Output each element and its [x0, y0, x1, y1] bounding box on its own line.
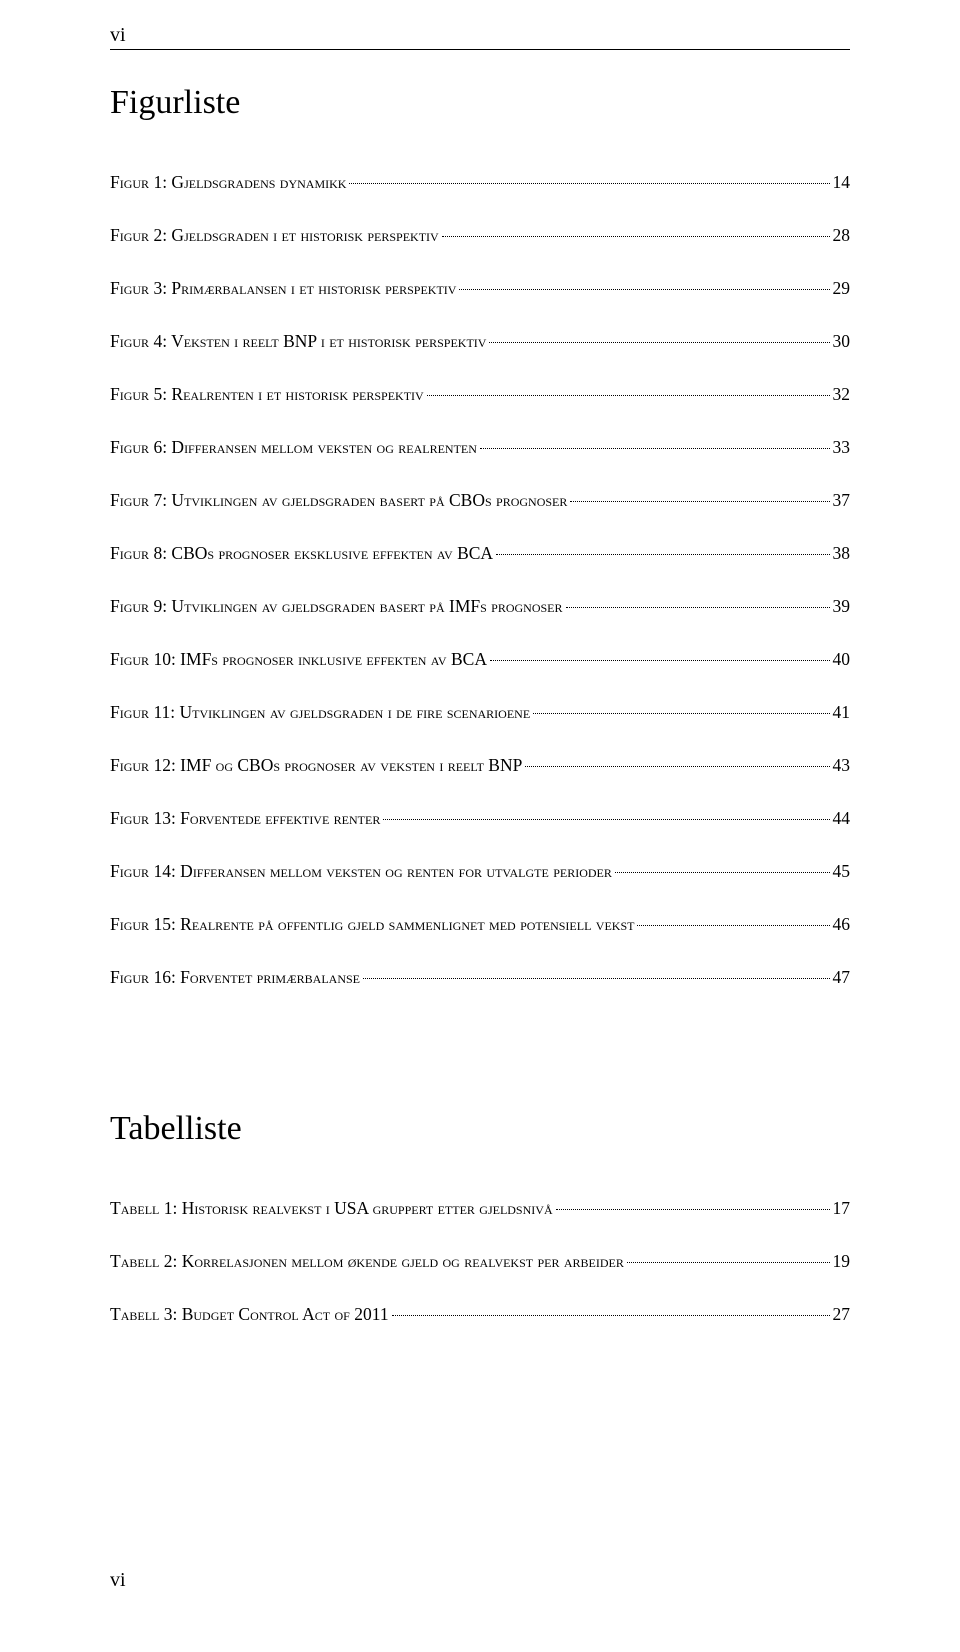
- figur-entry: Figur 7: Utviklingen av gjeldsgraden bas…: [110, 490, 850, 511]
- leader-dots: [556, 1209, 830, 1210]
- figur-entry: Figur 16: Forventet primærbalanse 47: [110, 967, 850, 988]
- figur-page: 43: [833, 755, 851, 776]
- tabell-entry: Tabell 1: Historisk realvekst i USA grup…: [110, 1198, 850, 1219]
- tabell-entry: Tabell 3: Budget Control Act of 2011 27: [110, 1304, 850, 1325]
- leader-dots: [442, 236, 830, 237]
- figur-entry: Figur 9: Utviklingen av gjeldsgraden bas…: [110, 596, 850, 617]
- figur-entry: Figur 12: IMF og CBOs prognoser av vekst…: [110, 755, 850, 776]
- header-rule: [110, 49, 850, 50]
- figur-entry: Figur 3: Primærbalansen i et historisk p…: [110, 278, 850, 299]
- leader-dots: [459, 289, 829, 290]
- figur-list: Figur 1: Gjeldsgradens dynamikk 14 Figur 2…: [110, 172, 850, 988]
- figur-label: Figur 2: Gjeldsgraden i et historisk per…: [110, 225, 439, 246]
- figur-page: 14: [833, 172, 851, 193]
- figur-label: Figur 16: Forventet primærbalanse: [110, 967, 360, 988]
- tabelliste-title: Tabelliste: [110, 1110, 850, 1148]
- figur-label: Figur 7: Utviklingen av gjeldsgraden bas…: [110, 490, 567, 511]
- leader-dots: [496, 554, 829, 555]
- leader-dots: [383, 819, 829, 820]
- figur-entry: Figur 4: Veksten i reelt BNP i et histor…: [110, 331, 850, 352]
- tabell-label: Tabell 1: Historisk realvekst i USA grup…: [110, 1198, 553, 1219]
- figurliste-title: Figurliste: [110, 84, 850, 122]
- figur-label: Figur 10: IMFs prognoser inklusive effek…: [110, 649, 487, 670]
- figur-page: 46: [833, 914, 851, 935]
- figur-page: 44: [833, 808, 851, 829]
- figur-label: Figur 5: Realrenten i et historisk persp…: [110, 384, 424, 405]
- tabell-page: 17: [833, 1198, 851, 1219]
- leader-dots: [566, 607, 830, 608]
- figur-entry: Figur 10: IMFs prognoser inklusive effek…: [110, 649, 850, 670]
- tabell-label: Tabell 3: Budget Control Act of 2011: [110, 1304, 389, 1325]
- figur-entry: Figur 13: Forventede effektive renter 44: [110, 808, 850, 829]
- leader-dots: [392, 1315, 830, 1316]
- leader-dots: [490, 660, 830, 661]
- leader-dots: [363, 978, 830, 979]
- tabell-list: Tabell 1: Historisk realvekst i USA grup…: [110, 1198, 850, 1325]
- figur-label: Figur 14: Differansen mellom veksten og …: [110, 861, 612, 882]
- leader-dots: [533, 713, 829, 714]
- figur-label: Figur 12: IMF og CBOs prognoser av vekst…: [110, 755, 522, 776]
- figur-entry: Figur 8: CBOs prognoser eksklusive effek…: [110, 543, 850, 564]
- figur-page: 30: [833, 331, 851, 352]
- leader-dots: [637, 925, 829, 926]
- figur-page: 33: [833, 437, 851, 458]
- section-spacer: [110, 1020, 850, 1110]
- figur-label: Figur 11: Utviklingen av gjeldsgraden i …: [110, 702, 530, 723]
- tabell-page: 27: [833, 1304, 851, 1325]
- figur-label: Figur 8: CBOs prognoser eksklusive effek…: [110, 543, 493, 564]
- leader-dots: [489, 342, 829, 343]
- figur-label: Figur 3: Primærbalansen i et historisk p…: [110, 278, 456, 299]
- figur-page: 32: [833, 384, 851, 405]
- figur-entry: Figur 1: Gjeldsgradens dynamikk 14: [110, 172, 850, 193]
- figur-page: 39: [833, 596, 851, 617]
- figur-entry: Figur 6: Differansen mellom veksten og r…: [110, 437, 850, 458]
- header-page-number: vi: [110, 24, 850, 47]
- tabell-entry: Tabell 2: Korrelasjonen mellom økende gj…: [110, 1251, 850, 1272]
- figur-entry: Figur 5: Realrenten i et historisk persp…: [110, 384, 850, 405]
- leader-dots: [615, 872, 830, 873]
- figur-page: 41: [833, 702, 851, 723]
- figur-page: 40: [833, 649, 851, 670]
- figur-entry: Figur 2: Gjeldsgraden i et historisk per…: [110, 225, 850, 246]
- tabell-label: Tabell 2: Korrelasjonen mellom økende gj…: [110, 1251, 624, 1272]
- leader-dots: [525, 766, 829, 767]
- figur-page: 28: [833, 225, 851, 246]
- figur-label: Figur 4: Veksten i reelt BNP i et histor…: [110, 331, 486, 352]
- leader-dots: [349, 183, 829, 184]
- figur-label: Figur 9: Utviklingen av gjeldsgraden bas…: [110, 596, 563, 617]
- figur-page: 37: [833, 490, 851, 511]
- leader-dots: [627, 1262, 830, 1263]
- figur-entry: Figur 14: Differansen mellom veksten og …: [110, 861, 850, 882]
- figur-entry: Figur 15: Realrente på offentlig gjeld s…: [110, 914, 850, 935]
- leader-dots: [427, 395, 830, 396]
- figur-page: 47: [833, 967, 851, 988]
- tabell-page: 19: [833, 1251, 851, 1272]
- figur-entry: Figur 11: Utviklingen av gjeldsgraden i …: [110, 702, 850, 723]
- footer-page-number: vi: [110, 1569, 126, 1592]
- document-page: vi Figurliste Figur 1: Gjeldsgradens dyn…: [0, 0, 960, 1652]
- leader-dots: [570, 501, 829, 502]
- figur-page: 38: [833, 543, 851, 564]
- figur-page: 45: [833, 861, 851, 882]
- figur-label: Figur 13: Forventede effektive renter: [110, 808, 380, 829]
- leader-dots: [480, 448, 830, 449]
- figur-page: 29: [833, 278, 851, 299]
- figur-label: Figur 1: Gjeldsgradens dynamikk: [110, 172, 346, 193]
- figur-label: Figur 6: Differansen mellom veksten og r…: [110, 437, 477, 458]
- figur-label: Figur 15: Realrente på offentlig gjeld s…: [110, 914, 634, 935]
